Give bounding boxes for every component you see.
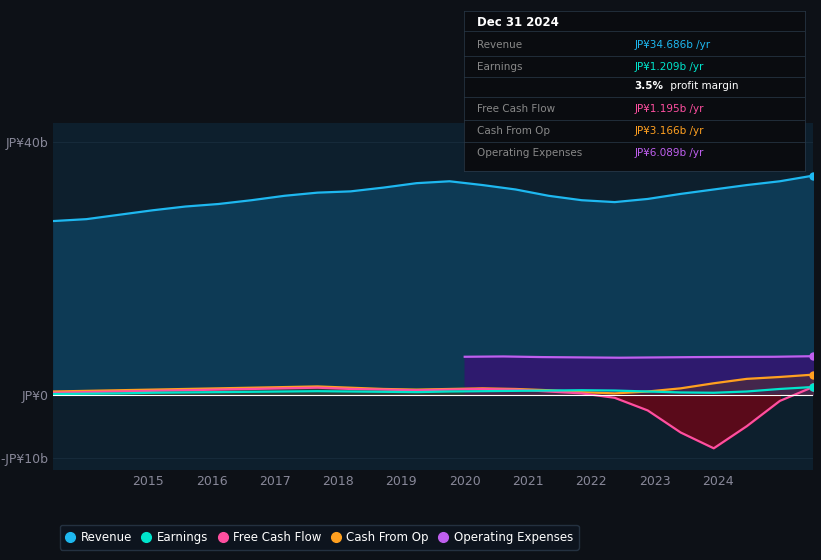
Text: JP¥1.209b /yr: JP¥1.209b /yr [635,62,704,72]
Text: JP¥3.166b /yr: JP¥3.166b /yr [635,126,704,136]
Legend: Revenue, Earnings, Free Cash Flow, Cash From Op, Operating Expenses: Revenue, Earnings, Free Cash Flow, Cash … [60,525,579,549]
Text: JP¥34.686b /yr: JP¥34.686b /yr [635,40,710,50]
Text: JP¥6.089b /yr: JP¥6.089b /yr [635,148,704,158]
Text: Free Cash Flow: Free Cash Flow [478,104,556,114]
Text: Dec 31 2024: Dec 31 2024 [478,16,559,29]
Text: JP¥1.195b /yr: JP¥1.195b /yr [635,104,704,114]
Text: Earnings: Earnings [478,62,523,72]
Text: Cash From Op: Cash From Op [478,126,551,136]
Text: profit margin: profit margin [667,81,738,91]
Text: Operating Expenses: Operating Expenses [478,148,583,158]
Text: 3.5%: 3.5% [635,81,663,91]
Text: Revenue: Revenue [478,40,523,50]
